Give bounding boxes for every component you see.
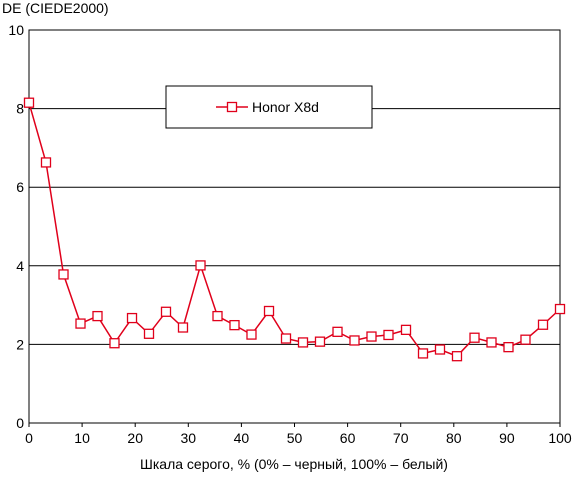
x-tick-label-10: 10 (74, 430, 90, 446)
data-point-24 (434, 344, 446, 355)
data-point-25 (451, 351, 463, 362)
data-point-19 (349, 335, 360, 346)
y-tick-label-8: 8 (16, 101, 24, 117)
data-point-29 (520, 334, 531, 345)
data-point-13 (246, 329, 257, 340)
x-tick-label-90: 90 (499, 430, 515, 446)
series-line-0 (28, 102, 561, 358)
x-tick-labels: 0 10 20 30 40 50 60 70 80 90 100 (25, 423, 572, 446)
x-tick-label-70: 70 (393, 430, 409, 446)
x-tick-label-20: 20 (127, 430, 143, 446)
legend-marker (226, 101, 238, 113)
data-point-1 (40, 157, 52, 168)
y-axis-title: DE (CIEDE2000) (2, 0, 109, 16)
x-tick-label-40: 40 (234, 430, 250, 446)
y-tick-labels: 0 2 4 6 8 10 (8, 22, 24, 431)
data-point-0 (23, 97, 35, 108)
data-point-9 (177, 322, 189, 333)
legend-box (165, 85, 373, 129)
series-layer (23, 97, 566, 362)
data-point-7 (143, 328, 155, 339)
data-point-11 (212, 310, 223, 322)
data-point-17 (314, 336, 326, 347)
y-tick-label-10: 10 (8, 22, 24, 38)
legend: Honor X8d (165, 85, 373, 129)
data-point-31 (554, 303, 566, 315)
data-point-22 (400, 324, 412, 336)
data-point-12 (229, 319, 240, 331)
data-point-20 (366, 331, 377, 342)
x-tick-label-80: 80 (446, 430, 462, 446)
data-point-5 (109, 338, 120, 349)
data-point-27 (486, 337, 497, 348)
x-tick-label-60: 60 (340, 430, 356, 446)
data-point-10 (195, 260, 206, 271)
plot-frame (28, 29, 561, 424)
y-tick-label-0: 0 (16, 415, 24, 431)
legend-label-honor-x8d: Honor X8d (252, 99, 319, 115)
data-point-21 (383, 329, 394, 341)
data-point-2 (58, 269, 69, 280)
x-tick-label-50: 50 (287, 430, 303, 446)
x-tick-label-30: 30 (181, 430, 197, 446)
data-point-14 (263, 305, 275, 317)
data-point-6 (126, 312, 138, 324)
data-point-30 (537, 319, 549, 330)
y-tick-label-2: 2 (16, 336, 24, 352)
x-tick-label-100: 100 (548, 430, 572, 446)
data-point-4 (92, 310, 103, 322)
x-axis-title: Шкала серого, % (0% – черный, 100% – бел… (140, 456, 448, 472)
data-point-23 (417, 348, 429, 359)
data-point-3 (75, 318, 86, 329)
x-tick-label-0: 0 (25, 430, 33, 446)
data-point-16 (297, 337, 309, 348)
data-point-15 (280, 333, 292, 344)
data-point-28 (503, 342, 514, 353)
data-point-8 (160, 306, 172, 317)
data-point-18 (332, 326, 343, 337)
data-point-26 (469, 332, 480, 343)
y-tick-label-6: 6 (16, 179, 24, 195)
y-tick-label-4: 4 (16, 258, 24, 274)
